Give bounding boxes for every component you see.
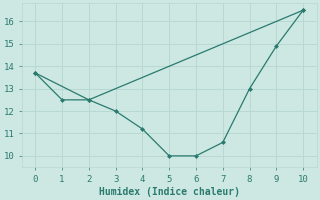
X-axis label: Humidex (Indice chaleur): Humidex (Indice chaleur) — [99, 186, 240, 197]
